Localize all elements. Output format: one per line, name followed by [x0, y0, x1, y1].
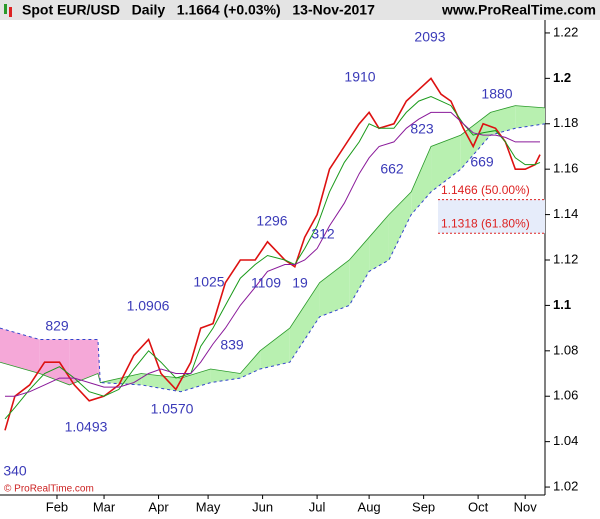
y-tick-label: 1.14 [553, 206, 578, 221]
x-tick-label: Aug [358, 499, 381, 514]
cloud-segment [289, 282, 320, 363]
annotation: 1.0570 [151, 401, 194, 417]
site: www.ProRealTime.com [441, 2, 596, 18]
x-tick-label: Jul [309, 499, 326, 514]
annotation: 19 [292, 275, 308, 291]
cloud-segment [349, 237, 370, 306]
cloud-segment [100, 373, 142, 385]
y-tick-label: 1.02 [553, 478, 578, 493]
annotation: 2093 [414, 29, 445, 45]
y-tick-label: 1.2 [553, 70, 571, 85]
annotation: 662 [380, 161, 404, 177]
series-line [4, 77, 541, 431]
y-tick-label: 1.22 [553, 24, 578, 39]
cloud-segment [431, 135, 461, 192]
fib-label: 1.1318 (61.80%) [441, 216, 530, 230]
icon [9, 7, 12, 17]
cloud-segment [69, 339, 98, 385]
y-tick-label: 1.04 [553, 433, 578, 448]
annotation: 1.0906 [127, 298, 170, 314]
y-tick-label: 1.16 [553, 161, 578, 176]
annotation: 1.0493 [65, 419, 108, 435]
annotation: 1910 [344, 69, 375, 85]
fib-label: 1.1466 (50.00%) [441, 183, 530, 197]
chart-title: Spot EUR/USD Daily 1.1664 (+0.03%) 13-No… [22, 2, 375, 18]
annotation: 1109 [251, 275, 281, 291]
y-tick-label: 1.18 [553, 115, 578, 130]
annotation: 340 [3, 463, 27, 479]
header-bar [0, 0, 600, 20]
x-tick-label: Sep [412, 499, 435, 514]
y-tick-label: 1.08 [553, 342, 578, 357]
x-tick-label: Feb [46, 499, 68, 514]
x-tick-label: Nov [514, 499, 538, 514]
y-tick-label: 1.06 [553, 388, 578, 403]
cloud-segment [210, 368, 241, 383]
annotation: 829 [45, 318, 69, 334]
annotation: 312 [311, 226, 335, 242]
cloud-segment [515, 105, 545, 129]
annotation: 839 [220, 337, 244, 353]
x-tick-label: Jun [252, 499, 273, 514]
series-line [4, 95, 541, 420]
y-tick-label: 1.12 [553, 251, 578, 266]
cloud-segment [141, 373, 181, 392]
annotation: 1880 [481, 86, 512, 102]
cloud-segment [490, 105, 516, 136]
cloud-segment [180, 368, 211, 392]
series-line [5, 111, 540, 397]
cloud-segment [411, 146, 432, 215]
cloud-segment [388, 191, 412, 260]
icon [4, 4, 7, 14]
x-tick-label: Apr [148, 499, 169, 514]
annotation: 669 [470, 154, 494, 170]
cloud-segment [369, 214, 389, 272]
x-tick-label: Mar [93, 499, 116, 514]
cloud-segment [260, 328, 290, 369]
span-b [0, 123, 546, 393]
x-tick-label: May [196, 499, 221, 514]
annotation: 1296 [256, 213, 287, 229]
annotation: 1025 [193, 274, 224, 290]
y-tick-label: 1.1 [553, 297, 571, 312]
fib-band [438, 199, 545, 234]
cloud-segment [0, 328, 40, 374]
x-tick-label: Oct [468, 499, 489, 514]
copyright: © ProRealTime.com [4, 484, 94, 495]
cloud-segment [319, 259, 350, 317]
span-a [0, 105, 546, 386]
annotation: 823 [410, 121, 434, 137]
